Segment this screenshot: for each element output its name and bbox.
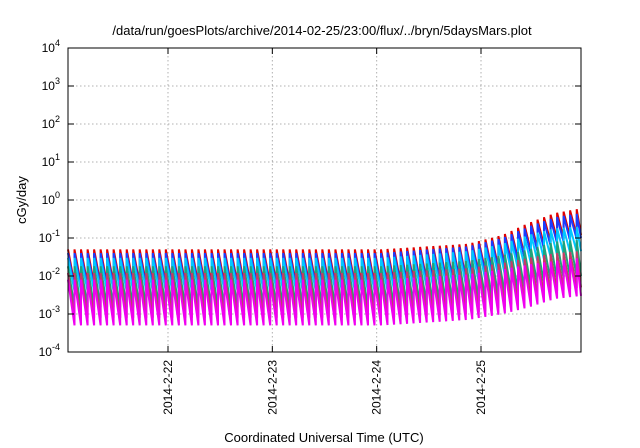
x-tick-label: 2014-2-22 <box>161 360 175 415</box>
y-tick-label: 101 <box>42 152 60 169</box>
y-tick-label: 103 <box>42 76 60 93</box>
x-tick-label: 2014-2-23 <box>265 360 279 415</box>
x-tick-label: 2014-2-25 <box>474 360 488 415</box>
series-layer <box>67 209 582 326</box>
y-tick-label: 10-4 <box>39 342 60 359</box>
y-axis: 10-4 10-3 10-2 10-1 100 101 102 103 104 <box>39 38 581 359</box>
y-tick-label: 10-2 <box>39 266 60 283</box>
x-axis-label: Coordinated Universal Time (UTC) <box>224 430 423 445</box>
y-tick-label: 104 <box>42 38 60 55</box>
series-line-4 <box>67 239 582 308</box>
y-tick-label: 10-3 <box>39 304 60 321</box>
y-tick-label: 10-1 <box>39 228 60 245</box>
y-tick-label: 100 <box>42 190 60 207</box>
y-axis-label: cGy/day <box>14 176 29 224</box>
chart-title: /data/run/goesPlots/archive/2014-02-25/2… <box>112 23 532 38</box>
series-line-6 <box>67 258 582 326</box>
y-tick-label: 102 <box>42 114 60 131</box>
series-line-3 <box>67 226 582 292</box>
x-tick-label: 2014-2-24 <box>370 360 384 415</box>
x-axis: 2014-2-22 2014-2-23 2014-2-24 2014-2-25 <box>161 48 488 415</box>
